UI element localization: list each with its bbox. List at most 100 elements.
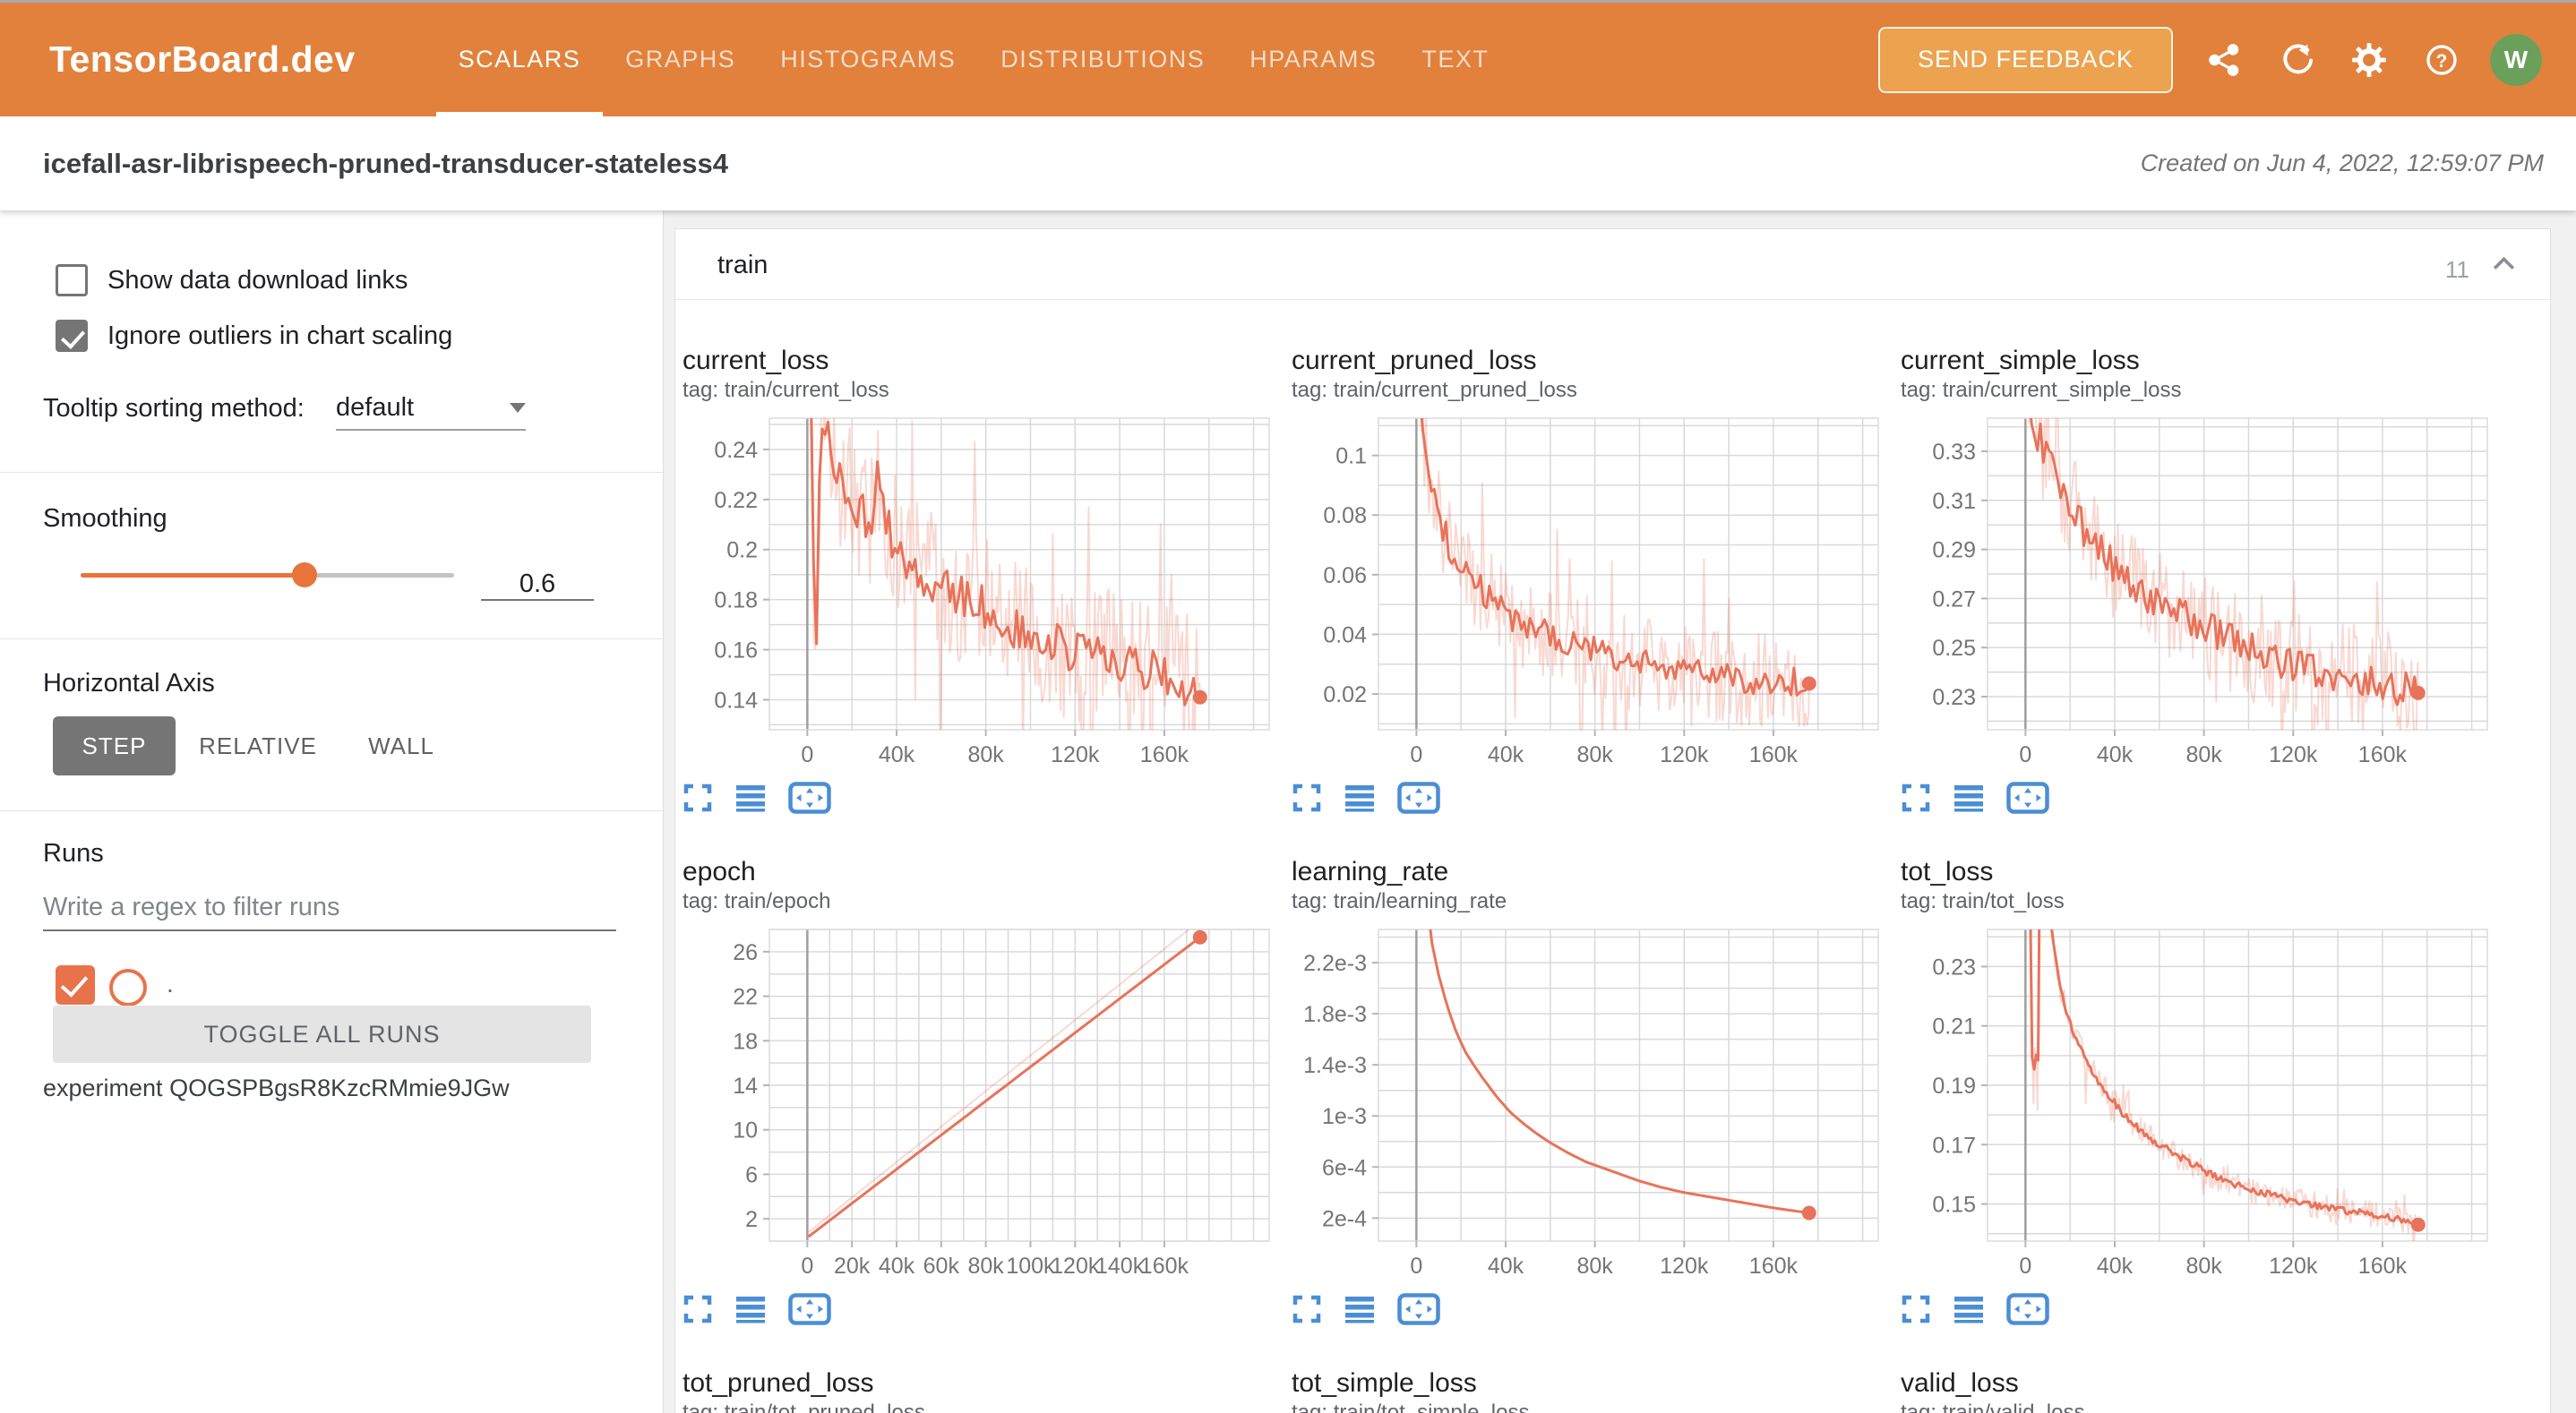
tab-graphs[interactable]: GRAPHS [625, 46, 736, 73]
fit-domain-icon[interactable] [1397, 1293, 1440, 1325]
train-section-header[interactable]: train 11 [675, 229, 2550, 299]
expand-chart-icon[interactable] [683, 1294, 713, 1324]
smoothing-label: Smoothing [43, 504, 167, 533]
svg-text:0.2: 0.2 [726, 538, 758, 563]
chart-tag: tag: train/tot_pruned_loss [683, 1400, 925, 1413]
chart-actions [1901, 1291, 2495, 1327]
chart-actions [1292, 1291, 1886, 1327]
svg-text:10: 10 [733, 1118, 758, 1143]
fit-domain-icon[interactable] [788, 1293, 831, 1325]
svg-text:140k: 140k [1095, 1254, 1145, 1279]
chevron-down-icon [510, 402, 526, 413]
tensorboard-logo[interactable]: TensorBoard.dev [49, 39, 356, 80]
fit-domain-icon[interactable] [2006, 1293, 2049, 1325]
chart-actions [1901, 780, 2495, 816]
data-table-icon[interactable] [1345, 1296, 1374, 1323]
share-icon[interactable] [2202, 39, 2245, 81]
fit-domain-icon[interactable] [2006, 782, 2049, 814]
chart-actions [1292, 780, 1886, 816]
run-color-swatch [109, 969, 147, 1006]
chart-tag: tag: train/epoch [683, 889, 831, 913]
svg-text:2: 2 [745, 1207, 758, 1232]
runs-label: Runs [43, 839, 104, 868]
card-divider [675, 299, 2550, 300]
svg-text:0.24: 0.24 [714, 438, 758, 463]
svg-text:120k: 120k [2269, 1254, 2318, 1279]
svg-text:40k: 40k [879, 742, 915, 767]
svg-text:40k: 40k [1488, 742, 1524, 767]
chart-title: current_pruned_loss [1292, 346, 1537, 375]
created-timestamp: Created on Jun 4, 2022, 12:59:07 PM [2140, 150, 2544, 176]
tooltip-sorting-dropdown[interactable]: default [336, 386, 526, 431]
chart-card-current_pruned_loss: current_pruned_loss tag: train/current_pr… [1292, 345, 1886, 816]
svg-text:0: 0 [2019, 1254, 2031, 1279]
svg-text:160k: 160k [1749, 1254, 1799, 1279]
tab-distributions[interactable]: DISTRIBUTIONS [1000, 46, 1206, 73]
data-table-icon[interactable] [736, 1296, 765, 1323]
svg-text:0.17: 0.17 [1932, 1133, 1976, 1158]
axis-relative-button[interactable]: RELATIVE [195, 716, 321, 775]
help-icon[interactable]: ? [2420, 39, 2463, 81]
chart-card-current_simple_loss: current_simple_loss tag: train/current_si… [1901, 345, 2495, 816]
avatar[interactable]: W [2490, 33, 2542, 86]
svg-text:0: 0 [801, 1254, 813, 1279]
chart-title: current_loss [683, 346, 829, 375]
expand-chart-icon[interactable] [1901, 783, 1931, 813]
tab-scalars[interactable]: SCALARS [435, 3, 604, 116]
expand-chart-icon[interactable] [1292, 1294, 1322, 1324]
svg-text:2e-4: 2e-4 [1322, 1206, 1367, 1231]
chevron-up-icon[interactable] [2488, 253, 2520, 278]
fit-domain-icon[interactable] [788, 782, 831, 814]
svg-text:1.4e-3: 1.4e-3 [1303, 1053, 1367, 1078]
smoothing-slider[interactable] [81, 562, 454, 587]
svg-text:80k: 80k [2185, 742, 2222, 767]
chart-plot-tot_loss[interactable]: 0 40k 80k 120k 160k 0.15 0.17 0.19 0.21 0.23 [1901, 922, 2495, 1280]
horizontal-axis-label: Horizontal Axis [43, 669, 215, 698]
toggle-all-runs-button[interactable]: TOGGLE ALL RUNS [53, 1006, 591, 1063]
chart-plot-learning_rate[interactable]: 0 40k 80k 120k 160k 2e-4 6e-4 1e-3 1.4e-3 1.8e-3 2… [1292, 922, 1886, 1280]
svg-text:0.04: 0.04 [1323, 622, 1367, 647]
gear-icon[interactable] [2348, 39, 2391, 81]
tab-histograms[interactable]: HISTOGRAMS [780, 46, 957, 73]
svg-text:18: 18 [733, 1029, 758, 1054]
app-header: TensorBoard.dev SCALARS GRAPHS HISTOGRAM… [0, 3, 2576, 116]
expand-chart-icon[interactable] [1901, 1294, 1931, 1324]
axis-wall-button[interactable]: WALL [356, 716, 446, 775]
svg-text:6e-4: 6e-4 [1322, 1155, 1367, 1180]
smoothing-value-input[interactable]: 0.6 [481, 552, 594, 601]
tab-hparams[interactable]: HPARAMS [1249, 46, 1378, 73]
runs-filter-input[interactable] [43, 893, 616, 931]
show-download-links-checkbox[interactable] [56, 264, 88, 296]
axis-step-button[interactable]: STEP [53, 716, 176, 775]
svg-text:80k: 80k [1576, 1254, 1613, 1279]
sidebar-divider [0, 810, 663, 811]
chart-title: tot_loss [1901, 857, 1994, 886]
refresh-icon[interactable] [2275, 39, 2318, 81]
chart-tag: tag: train/current_loss [683, 378, 889, 402]
svg-text:120k: 120k [1051, 742, 1100, 767]
smoothing-slider-knob[interactable] [292, 562, 317, 587]
data-table-icon[interactable] [1345, 784, 1374, 812]
svg-text:40k: 40k [879, 1254, 915, 1279]
expand-chart-icon[interactable] [683, 783, 713, 813]
data-table-icon[interactable] [1954, 1296, 1983, 1323]
fit-domain-icon[interactable] [1397, 782, 1440, 814]
send-feedback-button[interactable]: SEND FEEDBACK [1877, 26, 2173, 93]
chart-title: valid_loss [1901, 1368, 2019, 1398]
chart-plot-current_pruned_loss[interactable]: 0 40k 80k 120k 160k 0.02 0.04 0.06 0.08 0.1 [1292, 411, 1886, 769]
svg-text:0.27: 0.27 [1932, 587, 1976, 612]
tab-text[interactable]: TEXT [1421, 46, 1490, 73]
expand-chart-icon[interactable] [1292, 783, 1322, 813]
chart-plot-current_simple_loss[interactable]: 0 40k 80k 120k 160k 0.23 0.25 0.27 0.29 0.31 0.33 [1901, 411, 2495, 769]
chart-plot-current_loss[interactable]: 0 40k 80k 120k 160k 0.14 0.16 0.18 0.2 0.22 0.24 [683, 411, 1277, 769]
svg-text:0.16: 0.16 [714, 638, 758, 664]
data-table-icon[interactable] [736, 784, 765, 812]
run-checkbox[interactable] [56, 965, 95, 1005]
data-table-icon[interactable] [1954, 784, 1983, 812]
svg-text:80k: 80k [2185, 1254, 2222, 1279]
ignore-outliers-checkbox[interactable] [56, 320, 88, 352]
chart-title: current_simple_loss [1901, 346, 2140, 375]
chart-plot-epoch[interactable]: 0 20k 40k 60k 80k 100k120k140k160k26101418222… [683, 922, 1277, 1280]
svg-text:20k: 20k [834, 1254, 871, 1279]
